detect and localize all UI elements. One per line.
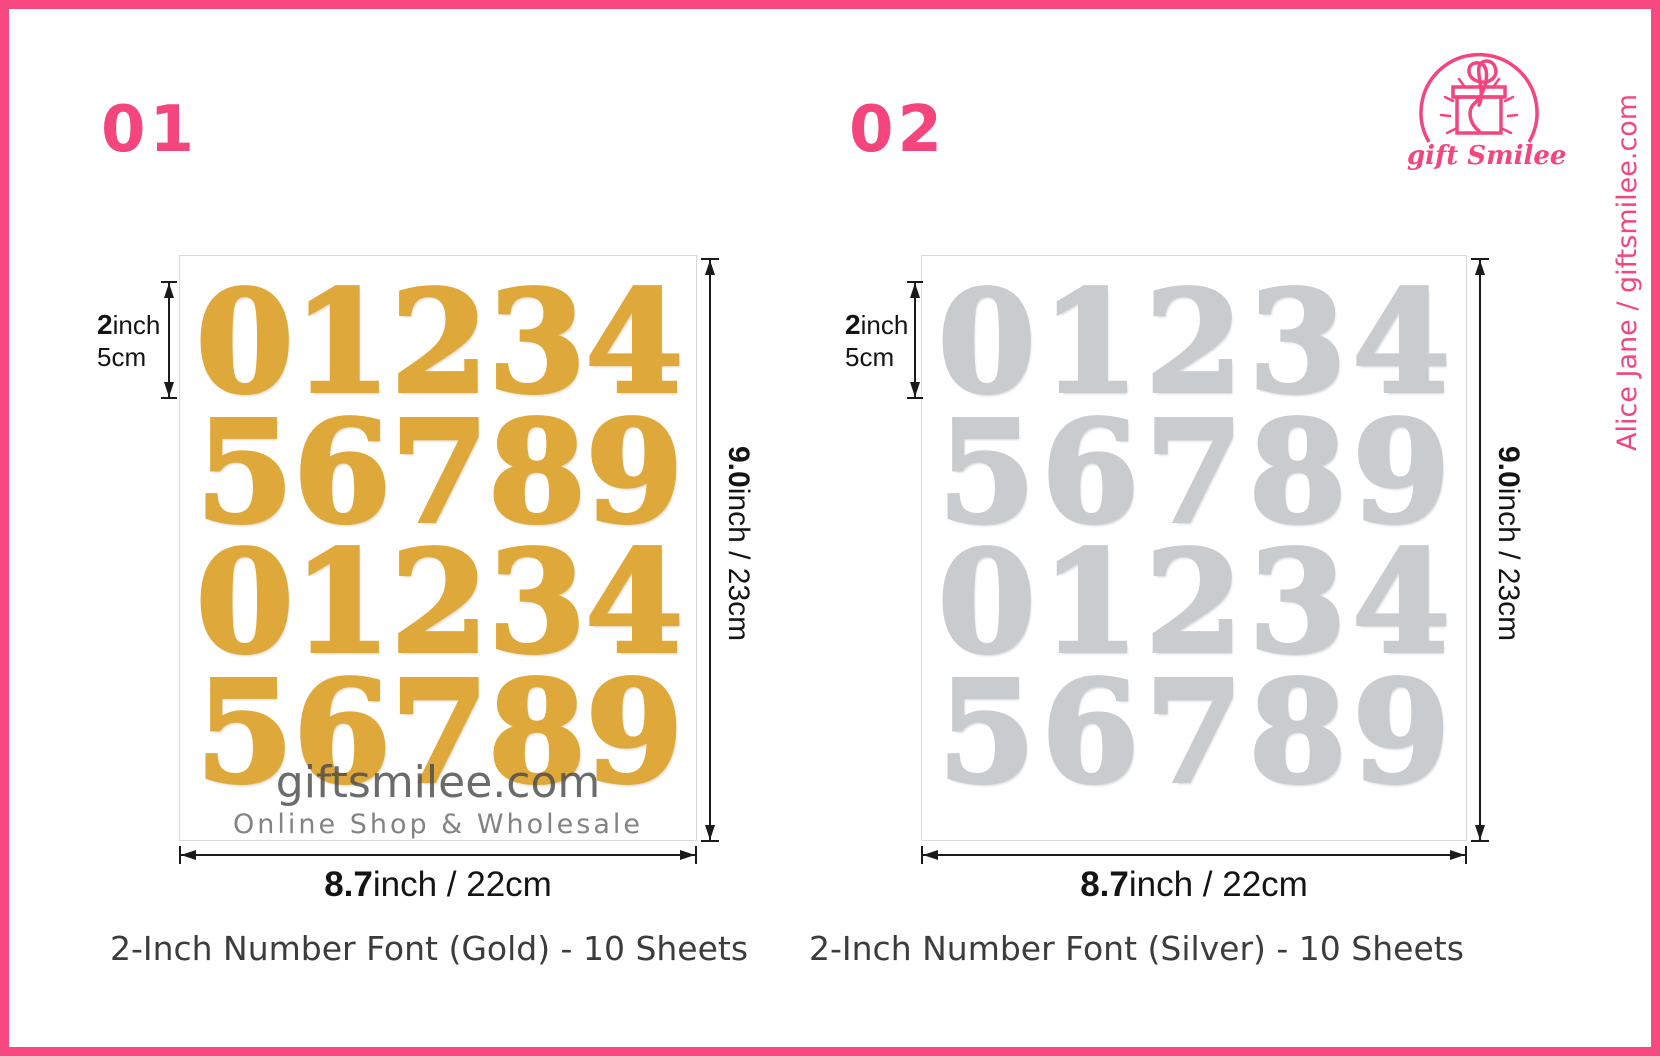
arrowhead-down xyxy=(910,382,920,397)
sheet-height-label: 9.0inch / 23cm xyxy=(722,446,755,642)
digit-sticker: 1 xyxy=(291,261,392,425)
sheet-width-label: 8.7inch / 22cm xyxy=(324,865,552,904)
digit-sticker: 2 xyxy=(389,261,490,425)
dim-cap xyxy=(1471,258,1489,260)
digit-sticker: 4 xyxy=(584,261,685,425)
digit-sticker: 9 xyxy=(584,651,685,815)
dim-cap xyxy=(907,281,923,283)
glyph-height-label: 2inch 5cm xyxy=(845,309,909,372)
digit-sticker: 8 xyxy=(1247,651,1348,815)
digit-sticker: 1 xyxy=(291,521,392,685)
glyph-height-label: 2inch 5cm xyxy=(97,309,161,372)
digit-sticker: 4 xyxy=(1351,261,1452,425)
digit-sticker: 3 xyxy=(1247,521,1348,685)
sheet-width-label: 8.7inch / 22cm xyxy=(1080,865,1308,904)
glyph-height-arrow xyxy=(168,283,170,397)
digit-sticker: 0 xyxy=(936,521,1037,685)
arrowhead-down xyxy=(1475,825,1485,840)
digit-sticker: 7 xyxy=(1143,391,1244,555)
arrowhead-up xyxy=(705,260,715,275)
digit-sticker: 0 xyxy=(936,261,1037,425)
digit-sticker: 5 xyxy=(936,391,1037,555)
dim-cap xyxy=(695,846,697,864)
digit-sticker: 7 xyxy=(1143,651,1244,815)
digit-sticker: 3 xyxy=(486,261,587,425)
digit-sticker: 5 xyxy=(194,651,295,815)
sheet-height-arrow xyxy=(709,260,711,840)
digit-sticker: 0 xyxy=(194,521,295,685)
digit-sticker: 4 xyxy=(1351,521,1452,685)
panel-1-index-label: 01 xyxy=(101,93,199,167)
digit-sticker: 1 xyxy=(1040,261,1141,425)
gift-box-logo-icon xyxy=(1419,52,1539,143)
digit-sticker: 2 xyxy=(1143,261,1244,425)
arrowhead-down xyxy=(164,382,174,397)
arrowhead-up xyxy=(910,283,920,298)
digit-sticker: 3 xyxy=(1247,261,1348,425)
sheet-height-label: 9.0inch / 23cm xyxy=(1492,446,1525,642)
digit-sticker: 9 xyxy=(1351,651,1452,815)
digit-sticker: 1 xyxy=(1040,521,1141,685)
dim-cap xyxy=(161,281,177,283)
arrowhead-right xyxy=(680,850,695,860)
brand-logo: gift Smilee xyxy=(1407,43,1567,175)
digit-sticker: 2 xyxy=(1143,521,1244,685)
digit-sticker: 5 xyxy=(936,651,1037,815)
dim-cap xyxy=(701,258,719,260)
arrowhead-down xyxy=(705,825,715,840)
digit-sticker: 8 xyxy=(486,651,587,815)
digit-sticker: 8 xyxy=(1247,391,1348,555)
digit-sticker: 5 xyxy=(194,391,295,555)
watermark-domain: giftsmilee.com xyxy=(275,757,601,808)
dim-cap xyxy=(161,397,177,399)
dim-cap xyxy=(907,397,923,399)
digit-sticker: 6 xyxy=(291,391,392,555)
digit-sticker: 9 xyxy=(584,391,685,555)
digit-sticker: 6 xyxy=(1040,651,1141,815)
digit-sticker: 2 xyxy=(389,521,490,685)
arrowhead-left xyxy=(923,850,938,860)
logo-wordmark: gift Smilee xyxy=(1407,141,1567,171)
panel-2-index-label: 02 xyxy=(849,93,947,167)
dim-cap xyxy=(179,846,181,864)
digit-sticker: 0 xyxy=(194,261,295,425)
glyph-height-arrow xyxy=(914,283,916,397)
digit-sticker: 7 xyxy=(389,391,490,555)
sheet-height-arrow xyxy=(1479,260,1481,840)
dim-cap xyxy=(921,846,923,864)
digit-sticker: 3 xyxy=(486,521,587,685)
sheet-width-arrow xyxy=(181,854,695,856)
digit-sticker: 6 xyxy=(291,651,392,815)
arrowhead-right xyxy=(1450,850,1465,860)
dim-cap xyxy=(1465,846,1467,864)
sheet-width-arrow xyxy=(923,854,1465,856)
silver-product-caption: 2-Inch Number Font (Silver) - 10 Sheets xyxy=(809,929,1464,968)
digit-sticker: 4 xyxy=(584,521,685,685)
arrowhead-up xyxy=(164,283,174,298)
digit-sticker: 8 xyxy=(486,391,587,555)
dim-cap xyxy=(1471,840,1489,842)
vertical-credit-text: Alice Jane / giftsmilee.com xyxy=(1612,93,1643,451)
dim-cap xyxy=(701,840,719,842)
arrowhead-left xyxy=(181,850,196,860)
digit-sticker: 7 xyxy=(389,651,490,815)
watermark-tagline: Online Shop & Wholesale xyxy=(233,809,643,840)
digit-sticker: 9 xyxy=(1351,391,1452,555)
digit-sticker: 6 xyxy=(1040,391,1141,555)
gold-product-caption: 2-Inch Number Font (Gold) - 10 Sheets xyxy=(109,929,749,968)
arrowhead-up xyxy=(1475,260,1485,275)
